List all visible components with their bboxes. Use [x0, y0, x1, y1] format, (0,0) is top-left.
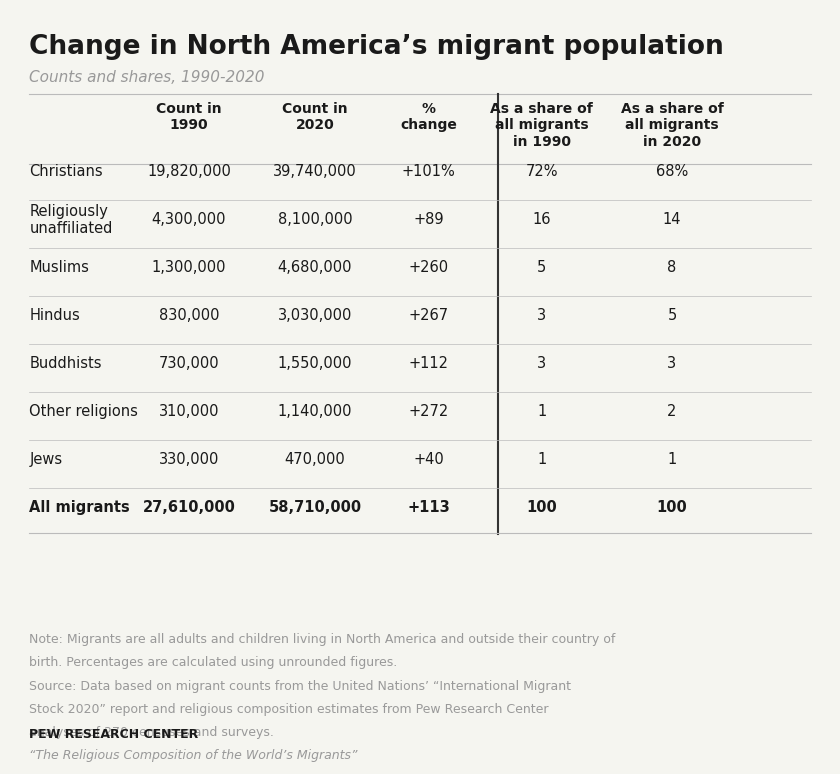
Text: +272: +272 [408, 404, 449, 420]
Text: Christians: Christians [29, 164, 103, 180]
Text: Count in
1990: Count in 1990 [156, 102, 222, 132]
Text: 1: 1 [667, 452, 677, 467]
Text: 310,000: 310,000 [159, 404, 219, 420]
Text: 3,030,000: 3,030,000 [278, 308, 352, 324]
Text: Buddhists: Buddhists [29, 356, 102, 372]
Text: 4,680,000: 4,680,000 [278, 260, 352, 276]
Text: 100: 100 [657, 500, 687, 515]
Text: 5: 5 [537, 260, 547, 276]
Text: 19,820,000: 19,820,000 [147, 164, 231, 180]
Text: +267: +267 [408, 308, 449, 324]
Text: 4,300,000: 4,300,000 [152, 212, 226, 228]
Text: As a share of
all migrants
in 1990: As a share of all migrants in 1990 [491, 102, 593, 149]
Text: Hindus: Hindus [29, 308, 80, 324]
Text: “The Religious Composition of the World’s Migrants”: “The Religious Composition of the World’… [29, 749, 358, 762]
Text: 14: 14 [663, 212, 681, 228]
Text: 1: 1 [537, 404, 547, 420]
Text: birth. Percentages are calculated using unrounded figures.: birth. Percentages are calculated using … [29, 656, 397, 670]
Text: analyses of 270 censuses and surveys.: analyses of 270 censuses and surveys. [29, 726, 275, 739]
Text: +113: +113 [407, 500, 449, 515]
Text: Muslims: Muslims [29, 260, 89, 276]
Text: 1,550,000: 1,550,000 [278, 356, 352, 372]
Text: %
change: % change [400, 102, 457, 132]
Text: 27,610,000: 27,610,000 [143, 500, 235, 515]
Text: 8: 8 [667, 260, 677, 276]
Text: 3: 3 [538, 308, 546, 324]
Text: Jews: Jews [29, 452, 62, 467]
Text: +260: +260 [408, 260, 449, 276]
Text: Counts and shares, 1990-2020: Counts and shares, 1990-2020 [29, 70, 265, 84]
Text: PEW RESEARCH CENTER: PEW RESEARCH CENTER [29, 728, 198, 741]
Text: 16: 16 [533, 212, 551, 228]
Text: Religiously
unaffiliated: Religiously unaffiliated [29, 204, 113, 236]
Text: 1: 1 [537, 452, 547, 467]
Text: 330,000: 330,000 [159, 452, 219, 467]
Text: 72%: 72% [526, 164, 558, 180]
Text: Stock 2020” report and religious composition estimates from Pew Research Center: Stock 2020” report and religious composi… [29, 703, 549, 716]
Text: 39,740,000: 39,740,000 [273, 164, 357, 180]
Text: Other religions: Other religions [29, 404, 139, 420]
Text: +40: +40 [413, 452, 444, 467]
Text: +89: +89 [413, 212, 444, 228]
Text: 3: 3 [668, 356, 676, 372]
Text: Source: Data based on migrant counts from the United Nations’ “International Mig: Source: Data based on migrant counts fro… [29, 680, 571, 693]
Text: 68%: 68% [656, 164, 688, 180]
Text: 2: 2 [667, 404, 677, 420]
Text: +101%: +101% [402, 164, 455, 180]
Text: 100: 100 [527, 500, 557, 515]
Text: +112: +112 [408, 356, 449, 372]
Text: 1,140,000: 1,140,000 [278, 404, 352, 420]
Text: 730,000: 730,000 [159, 356, 219, 372]
Text: 8,100,000: 8,100,000 [278, 212, 352, 228]
Text: 58,710,000: 58,710,000 [269, 500, 361, 515]
Text: All migrants: All migrants [29, 500, 130, 515]
Text: Count in
2020: Count in 2020 [282, 102, 348, 132]
Text: 3: 3 [538, 356, 546, 372]
Text: 470,000: 470,000 [285, 452, 345, 467]
Text: Change in North America’s migrant population: Change in North America’s migrant popula… [29, 34, 724, 60]
Text: 1,300,000: 1,300,000 [152, 260, 226, 276]
Text: 830,000: 830,000 [159, 308, 219, 324]
Text: As a share of
all migrants
in 2020: As a share of all migrants in 2020 [621, 102, 723, 149]
Text: 5: 5 [667, 308, 677, 324]
Text: Note: Migrants are all adults and children living in North America and outside t: Note: Migrants are all adults and childr… [29, 633, 616, 646]
